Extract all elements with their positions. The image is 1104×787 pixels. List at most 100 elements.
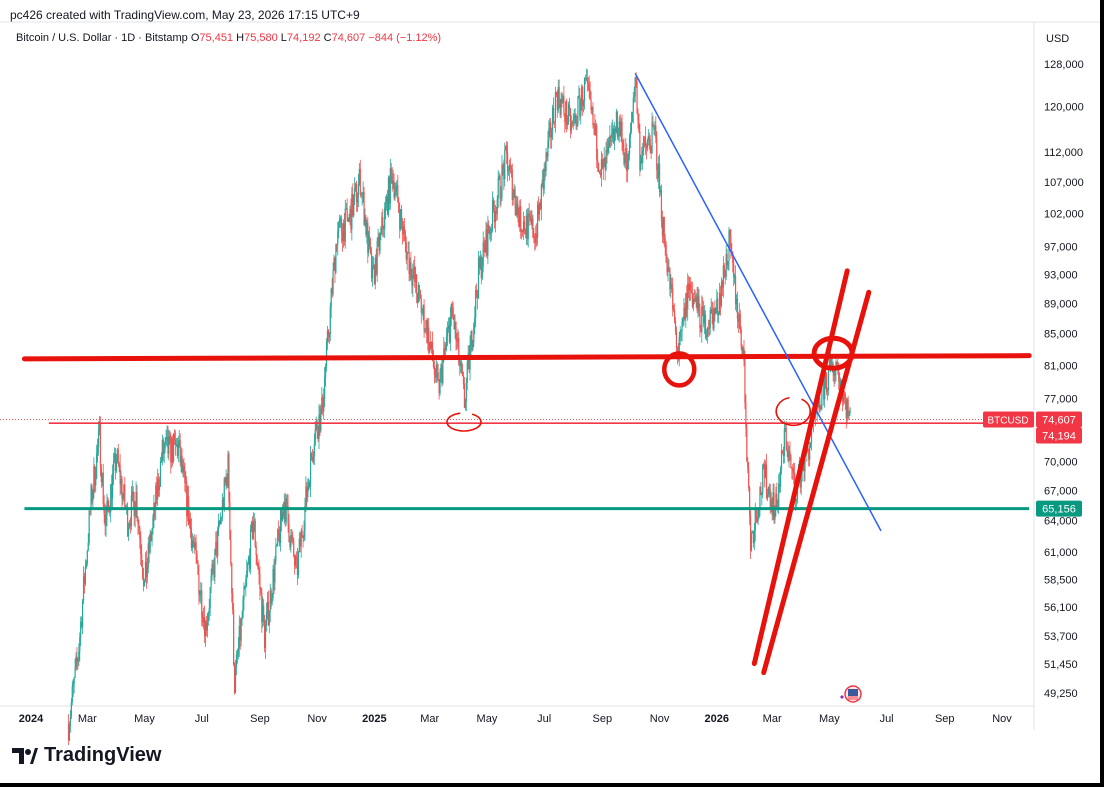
candle-body: [195, 542, 197, 554]
candle-body: [603, 157, 605, 165]
candle-body: [513, 189, 515, 193]
candle-body: [224, 478, 226, 483]
candle-body: [182, 465, 184, 472]
candle-body: [839, 381, 841, 392]
candle-body: [795, 499, 798, 501]
candle-body: [306, 486, 308, 498]
candle-body: [261, 592, 263, 622]
candle-body: [626, 148, 628, 171]
candle-body: [408, 251, 410, 274]
candle-body: [485, 229, 487, 253]
candle-body: [371, 266, 374, 279]
time-tick-label: Jul: [195, 713, 209, 725]
candle-body: [398, 202, 400, 213]
tradingview-logo[interactable]: TradingView: [12, 744, 161, 767]
candle-body: [343, 223, 345, 242]
candle-body: [254, 520, 256, 547]
candle-body: [527, 213, 529, 240]
candle-body: [264, 625, 267, 648]
candle-body: [649, 138, 651, 148]
candle-body: [593, 124, 595, 126]
candle-body: [285, 498, 287, 522]
candle-body: [360, 194, 362, 196]
candle-body: [394, 192, 396, 199]
candle-body: [540, 184, 542, 210]
candle-body: [580, 102, 582, 117]
candle-body: [194, 542, 196, 548]
candle-body: [210, 575, 212, 588]
candle-body: [492, 200, 495, 211]
candle-body: [803, 467, 805, 472]
candle-body: [301, 530, 303, 537]
candle-body: [674, 320, 677, 332]
candle-body: [688, 283, 691, 291]
candle-body: [571, 123, 573, 124]
candle-body: [546, 152, 548, 157]
candle-body: [511, 169, 513, 201]
candle-body: [407, 251, 409, 253]
candle-body: [187, 496, 189, 517]
candle-body: [721, 281, 724, 288]
price-tick-label: 81,000: [1044, 360, 1078, 372]
candle-body: [786, 448, 788, 451]
candle-body: [425, 320, 427, 331]
candle-body: [352, 193, 354, 216]
candle-body: [630, 122, 633, 132]
candle-body: [271, 597, 273, 604]
candle-body: [218, 520, 221, 525]
candle-body: [622, 142, 624, 149]
candle-body: [132, 491, 134, 501]
time-tick-label: Sep: [250, 713, 270, 725]
candle-body: [113, 453, 116, 462]
candle-body: [476, 290, 478, 296]
candle-body: [228, 453, 230, 503]
candle-body: [385, 196, 388, 204]
candle-body: [426, 320, 428, 344]
candle-body: [834, 370, 836, 376]
candle-body: [497, 178, 499, 200]
candle-body: [570, 123, 572, 131]
candle-body: [436, 364, 438, 373]
candle-body: [687, 283, 689, 310]
candle-body: [783, 429, 785, 457]
candle-body: [846, 399, 848, 419]
candle-body: [629, 131, 632, 138]
candle-body: [537, 204, 539, 238]
currency-label[interactable]: USD: [1046, 33, 1070, 45]
candle-body: [243, 586, 245, 600]
candle-body: [678, 336, 680, 358]
price-tick-label: 70,000: [1044, 456, 1078, 468]
candle-body: [428, 327, 430, 353]
candle-body: [123, 484, 125, 495]
symbol-legend[interactable]: Bitcoin / U.S. Dollar · 1D · Bitstamp O7…: [16, 32, 441, 44]
candle-body: [451, 303, 453, 308]
candle-body: [405, 242, 407, 260]
candle-body: [827, 367, 830, 391]
candle-body: [719, 293, 721, 313]
candle-body: [760, 487, 762, 495]
candle-body: [177, 443, 179, 456]
candle-body: [208, 607, 210, 613]
candle-body: [265, 612, 268, 626]
time-tick-label: 2026: [705, 713, 729, 725]
candle-body: [695, 296, 697, 299]
candle-body: [402, 226, 405, 235]
candle-body: [220, 516, 223, 519]
candle-body: [562, 96, 564, 103]
candle-body: [128, 523, 131, 528]
candle-body: [135, 491, 137, 511]
candle-body: [192, 540, 194, 545]
candle-body: [332, 270, 334, 295]
candle-body: [296, 558, 299, 576]
tradingview-logo-icon: [12, 747, 38, 764]
candle-body: [818, 395, 820, 409]
candle-body: [114, 453, 117, 471]
candle-body: [757, 517, 759, 522]
candle-body: [637, 113, 639, 121]
candle-body: [337, 231, 339, 245]
candle-body: [441, 364, 443, 384]
candle-body: [454, 321, 456, 330]
candle-body: [599, 173, 602, 176]
candle-body: [541, 179, 543, 185]
